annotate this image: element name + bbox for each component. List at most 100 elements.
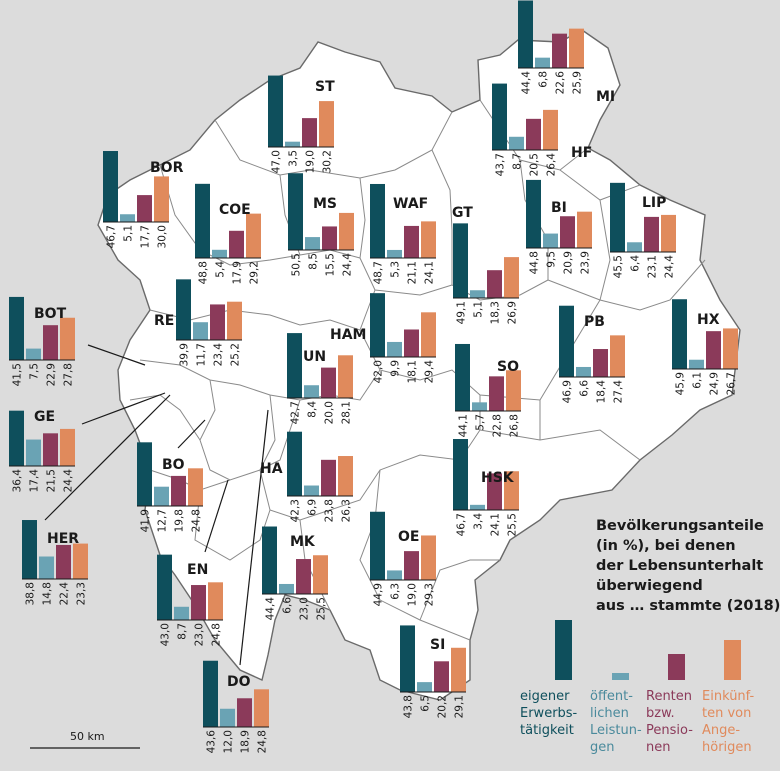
- district-border: [259, 394, 276, 471]
- bar-ha-angehoerige: [338, 456, 353, 496]
- legend-swatch-angehoerige: [724, 640, 741, 680]
- value-label-ge-oeffentlich: 17,4: [29, 469, 41, 493]
- bar-hsk-angehoerige: [504, 471, 519, 510]
- value-label-st-renten: 19,0: [305, 150, 317, 173]
- bar-oe-erwerb: [370, 511, 385, 580]
- bar-ms-renten: [322, 226, 337, 250]
- leader-line-ge: [81, 392, 166, 425]
- bar-hx-oeffentlich: [689, 359, 704, 369]
- bar-ge-renten: [43, 433, 58, 466]
- value-label-hx-erwerb: 45,9: [675, 372, 687, 395]
- district-label-bo: BO: [162, 457, 185, 473]
- value-label-ham-renten: 18,1: [407, 360, 419, 383]
- bar-mk-renten: [296, 559, 311, 594]
- district-chart-un: 42,7 8,4 20,0 28,1 UN: [287, 333, 353, 424]
- value-label-bo-angehoerige: 24,8: [191, 509, 203, 532]
- value-label-waf-erwerb: 48,7: [373, 261, 385, 284]
- legend-items: eigener Erwerbs-tätigkeit öffent-lichen Lei…: [520, 620, 755, 755]
- district-border: [214, 111, 453, 179]
- bar-si-renten: [434, 661, 449, 692]
- district-border: [419, 559, 500, 621]
- bar-gt-oeffentlich: [470, 290, 485, 298]
- bar-mi-erwerb: [518, 0, 533, 68]
- district-label-st: ST: [315, 79, 335, 95]
- bar-hsk-oeffentlich: [470, 504, 485, 510]
- district-chart-gt: 49,1 5,1 18,3 26,9 GT: [452, 205, 519, 324]
- district-label-un: UN: [303, 349, 326, 365]
- value-label-gt-oeffentlich: 5,1: [473, 301, 485, 318]
- value-label-bot-angehoerige: 27,8: [63, 363, 75, 386]
- district-chart-waf: 48,7 5,3 21,1 24,1 WAF: [370, 183, 436, 284]
- bar-so-renten: [489, 376, 504, 411]
- bar-hsk-renten: [487, 473, 502, 510]
- district-label-hx: HX: [697, 312, 720, 328]
- bar-re-angehoerige: [227, 301, 242, 340]
- value-label-mk-erwerb: 44,4: [265, 597, 277, 621]
- district-chart-mk: 44,4 6,6 23,0 25,5 MK: [262, 526, 328, 621]
- value-label-ms-oeffentlich: 8,5: [308, 253, 320, 270]
- bar-st-renten: [302, 118, 317, 147]
- district-chart-ms: 50,5 8,5 15,5 24,4 MS: [288, 173, 354, 276]
- bar-pb-renten: [593, 349, 608, 377]
- value-label-her-angehoerige: 23,3: [76, 582, 88, 605]
- value-label-hsk-erwerb: 46,7: [456, 513, 468, 536]
- district-label-mk: MK: [290, 534, 316, 550]
- legend-swatch-oeffentlich: [612, 673, 629, 680]
- bar-her-oeffentlich: [39, 556, 54, 579]
- value-label-so-oeffentlich: 5,7: [475, 414, 487, 431]
- bar-waf-renten: [404, 225, 419, 258]
- leader-line-do: [239, 409, 269, 666]
- bar-hf-renten: [526, 118, 541, 150]
- bar-ham-oeffentlich: [387, 341, 402, 357]
- district-chart-bo: 41,9 12,7 19,8 24,8 BO: [137, 442, 203, 532]
- value-label-re-renten: 23,4: [213, 343, 225, 367]
- district-chart-oe: 44,9 6,3 19,0 29,3 OE: [370, 511, 436, 606]
- legend-label-renten-line-2: bzw.: [646, 706, 675, 721]
- legend-label-angehoerige-line-2: ten von: [702, 706, 751, 721]
- value-label-hsk-oeffentlich: 3,4: [473, 513, 485, 530]
- bar-hx-angehoerige: [723, 328, 738, 369]
- bar-en-renten: [191, 585, 206, 620]
- district-chart-hsk: 46,7 3,4 24,1 25,5 HSK: [453, 439, 519, 536]
- district-border: [359, 177, 453, 296]
- value-label-gt-angehoerige: 26,9: [507, 301, 519, 324]
- value-label-un-erwerb: 42,7: [290, 401, 302, 424]
- district-label-ms: MS: [313, 196, 337, 212]
- value-label-do-renten: 18,9: [240, 730, 252, 753]
- bar-bot-renten: [43, 325, 58, 360]
- value-label-oe-renten: 19,0: [407, 583, 419, 606]
- district-chart-si: 43,8 6,5 20,2 29,1 SI: [400, 625, 466, 718]
- district-label-bot: BOT: [34, 306, 67, 322]
- legend-label-oeffentlich-line-1: öffent-: [590, 689, 633, 704]
- value-label-mi-renten: 22,6: [555, 71, 567, 95]
- bar-mk-angehoerige: [313, 555, 328, 594]
- bar-lip-angehoerige: [661, 214, 676, 252]
- legend-label-renten-line-4: nen: [646, 740, 670, 755]
- bar-coe-angehoerige: [246, 213, 261, 258]
- legend-swatch-erwerb: [555, 620, 572, 680]
- value-label-bo-oeffentlich: 12,7: [157, 509, 169, 532]
- bar-bi-renten: [560, 216, 575, 248]
- legend-title-line-2: (in %), bei denen: [596, 538, 736, 554]
- bar-do-oeffentlich: [220, 708, 235, 727]
- legend-title-line-1: Bevölkerungsanteile: [596, 518, 764, 534]
- value-label-waf-angehoerige: 24,1: [424, 261, 436, 284]
- bar-lip-renten: [644, 216, 659, 252]
- value-label-pb-oeffentlich: 6,6: [579, 380, 591, 397]
- leader-lines: [44, 344, 269, 666]
- bar-do-angehoerige: [254, 689, 269, 727]
- legend-title-line-5: aus … stammte (2018): [596, 598, 780, 614]
- value-label-mi-erwerb: 44,4: [521, 71, 533, 95]
- district-label-si: SI: [430, 637, 445, 653]
- bar-bot-angehoerige: [60, 317, 75, 360]
- value-label-en-erwerb: 43,0: [160, 623, 172, 646]
- bar-en-oeffentlich: [174, 606, 189, 620]
- leader-line-bot: [87, 344, 146, 366]
- legend-label-renten-line-1: Renten: [646, 689, 692, 704]
- bar-ha-renten: [321, 459, 336, 496]
- district-label-lip: LIP: [642, 195, 666, 211]
- value-label-st-erwerb: 47,0: [271, 150, 283, 173]
- bar-bot-erwerb: [9, 296, 24, 360]
- district-label-waf: WAF: [393, 196, 428, 212]
- bar-un-erwerb: [287, 333, 302, 398]
